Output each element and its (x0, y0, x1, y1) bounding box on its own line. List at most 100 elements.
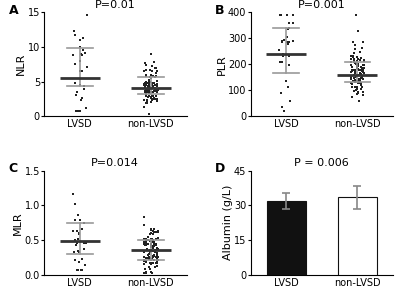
Point (146, 84, 152, 89)
Point (71, 238, 78, 243)
Point (143, 237, 150, 242)
Point (154, 258, 161, 263)
Point (148, 247, 154, 252)
Point (75, 230, 82, 235)
Point (75, 231, 82, 236)
Point (143, 260, 149, 265)
Point (361, 59, 367, 64)
Point (287, 98, 294, 103)
Point (150, 260, 156, 265)
Point (142, 79, 149, 84)
Point (154, 252, 160, 257)
Point (142, 243, 148, 248)
Point (347, 81, 354, 86)
Point (143, 240, 150, 245)
Point (141, 261, 147, 266)
Point (360, 57, 367, 62)
Point (142, 94, 149, 98)
Point (152, 247, 158, 252)
Point (285, 41, 291, 46)
Point (357, 49, 363, 54)
Point (147, 267, 153, 271)
Point (77, 45, 83, 50)
Point (278, 59, 284, 64)
Point (144, 247, 151, 252)
Point (141, 81, 148, 86)
Point (143, 67, 149, 72)
Point (146, 256, 152, 261)
Point (150, 88, 157, 93)
Point (354, 66, 360, 71)
Point (354, 58, 360, 63)
Point (75, 109, 82, 114)
Title: P=0.01: P=0.01 (95, 0, 136, 10)
Point (143, 91, 149, 96)
Point (351, 57, 357, 62)
Point (352, 71, 358, 76)
Point (141, 259, 147, 263)
Point (148, 85, 155, 90)
Y-axis label: PLR: PLR (217, 54, 227, 75)
Point (74, 109, 81, 114)
Point (73, 89, 80, 94)
Point (350, 72, 357, 77)
Point (361, 62, 367, 67)
Point (154, 78, 160, 83)
Point (279, 51, 286, 56)
Point (352, 47, 358, 52)
Point (152, 89, 159, 94)
Point (148, 244, 155, 249)
Point (148, 243, 154, 248)
Point (75, 249, 81, 253)
Point (154, 254, 161, 259)
Point (149, 237, 156, 242)
Point (360, 92, 367, 97)
Point (147, 250, 154, 255)
Point (150, 255, 156, 259)
Point (143, 72, 149, 77)
Point (77, 109, 83, 114)
Point (72, 258, 79, 263)
Point (150, 260, 156, 265)
Point (153, 242, 160, 247)
Point (356, 67, 362, 72)
Point (143, 68, 150, 72)
Point (145, 255, 151, 260)
Point (141, 249, 148, 254)
Text: C: C (8, 162, 18, 175)
Point (153, 74, 159, 79)
Point (152, 96, 158, 101)
Point (276, 48, 283, 53)
Point (356, 57, 363, 62)
Point (147, 256, 154, 261)
Point (77, 68, 83, 73)
Point (353, 13, 359, 18)
Point (145, 77, 152, 82)
Point (147, 260, 154, 265)
Point (152, 87, 158, 92)
Point (150, 257, 157, 262)
Point (354, 80, 361, 85)
Point (149, 85, 155, 90)
Point (353, 78, 360, 83)
Point (143, 79, 150, 84)
Point (71, 218, 78, 223)
Point (150, 93, 156, 98)
Point (354, 87, 360, 92)
Point (354, 54, 360, 59)
Point (148, 73, 154, 78)
Point (81, 241, 87, 246)
Point (284, 34, 290, 39)
Point (356, 80, 363, 85)
Point (360, 89, 367, 94)
Point (357, 72, 364, 77)
Point (360, 71, 367, 76)
Point (358, 87, 364, 92)
Point (150, 254, 156, 259)
Point (354, 58, 360, 63)
Point (148, 72, 154, 77)
Point (279, 40, 285, 45)
Bar (267, 201, 306, 275)
Point (150, 246, 156, 250)
Point (356, 77, 363, 82)
